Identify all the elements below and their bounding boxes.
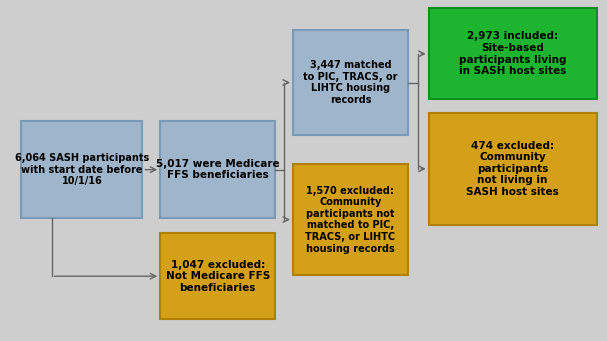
FancyBboxPatch shape bbox=[429, 8, 597, 100]
Text: 1,047 excluded:
Not Medicare FFS
beneficiaries: 1,047 excluded: Not Medicare FFS benefic… bbox=[166, 260, 270, 293]
FancyBboxPatch shape bbox=[293, 30, 408, 135]
Text: 3,447 matched
to PIC, TRACS, or
LIHTC housing
records: 3,447 matched to PIC, TRACS, or LIHTC ho… bbox=[303, 60, 398, 105]
Text: 2,973 included:
Site-based
participants living
in SASH host sites: 2,973 included: Site-based participants … bbox=[459, 31, 566, 76]
FancyBboxPatch shape bbox=[160, 233, 275, 319]
FancyBboxPatch shape bbox=[21, 121, 143, 218]
FancyBboxPatch shape bbox=[160, 121, 275, 218]
FancyBboxPatch shape bbox=[293, 164, 408, 275]
Text: 474 excluded:
Community
participants
not living in
SASH host sites: 474 excluded: Community participants not… bbox=[466, 140, 559, 197]
Text: 6,064 SASH participants
with start date before
10/1/16: 6,064 SASH participants with start date … bbox=[15, 153, 149, 186]
FancyBboxPatch shape bbox=[429, 113, 597, 225]
Text: 5,017 were Medicare
FFS beneficiaries: 5,017 were Medicare FFS beneficiaries bbox=[156, 159, 279, 180]
Text: 1,570 excluded:
Community
participants not
matched to PIC,
TRACS, or LIHTC
housi: 1,570 excluded: Community participants n… bbox=[305, 186, 396, 254]
